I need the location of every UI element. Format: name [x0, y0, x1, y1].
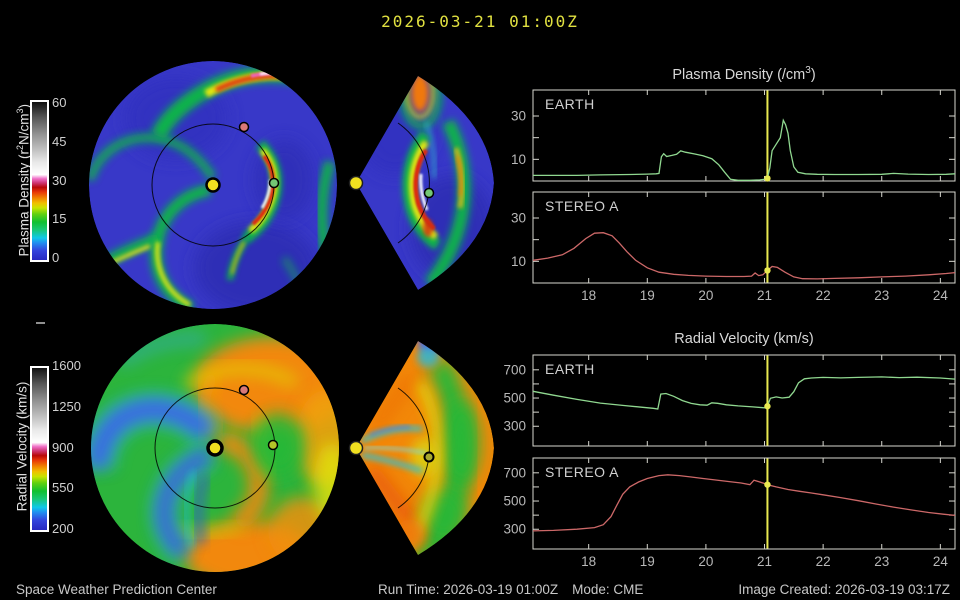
svg-text:300: 300 [503, 522, 526, 537]
svg-text:30: 30 [511, 211, 526, 226]
density-stereo-a-label: STEREO A [545, 198, 620, 214]
svg-text:19: 19 [640, 288, 655, 303]
svg-text:19: 19 [640, 554, 655, 569]
svg-text:30: 30 [511, 109, 526, 124]
earth-marker [423, 187, 435, 199]
svg-text:10: 10 [511, 254, 526, 269]
status-image-created: Image Created: 2026-03-19 03:17Z [738, 582, 950, 597]
svg-text:22: 22 [816, 288, 831, 303]
svg-text:21: 21 [757, 554, 772, 569]
svg-text:700: 700 [503, 465, 526, 480]
status-run-info: Run Time: 2026-03-19 01:00Z Mode: CME [378, 582, 643, 597]
density-colorbar-label: Plasma Density (r2N/cm3) [14, 103, 32, 257]
velocity-chart-title: Radial Velocity (km/s) [674, 331, 814, 347]
one-au-arc [397, 122, 430, 244]
svg-text:21: 21 [757, 288, 772, 303]
earth-marker [267, 439, 279, 451]
velocity-colorbar-label: Radial Velocity (km/s) [14, 381, 30, 512]
density-equatorial-view [89, 61, 337, 309]
velocity-meridional-view [348, 341, 494, 555]
sun-icon [206, 439, 224, 457]
sun-icon [348, 175, 364, 191]
time-series-panels: 10 30 18 19 20 21 22 23 24 10 30 300 500 700 18 19 20 21 2… [503, 89, 956, 569]
svg-text:22: 22 [816, 554, 831, 569]
velocity-earth-label: EARTH [545, 361, 595, 377]
svg-text:700: 700 [503, 362, 526, 377]
one-au-arc [397, 387, 430, 509]
status-bar: Space Weather Prediction Center Run Time… [0, 580, 960, 600]
svg-text:24: 24 [933, 288, 949, 303]
density-meridional-view [348, 76, 494, 290]
sun-icon [205, 177, 221, 193]
earth-marker [268, 177, 280, 189]
status-agency: Space Weather Prediction Center [16, 582, 217, 597]
svg-text:20: 20 [698, 288, 713, 303]
stray-dash [36, 322, 45, 324]
page-title: 2026-03-21 01:00Z [381, 12, 579, 31]
density-earth-label: EARTH [545, 96, 595, 112]
svg-text:23: 23 [874, 288, 889, 303]
stereo-a-marker [238, 384, 250, 396]
svg-text:18: 18 [581, 554, 596, 569]
density-colorbar-ticks: 60 45 30 15 0 [52, 95, 67, 265]
sun-icon [348, 440, 364, 456]
stereo-a-marker [238, 121, 250, 133]
status-mode: Mode: CME [572, 582, 644, 597]
density-colorbar [30, 100, 49, 262]
velocity-stereo-a-label: STEREO A [545, 464, 620, 480]
svg-text:500: 500 [503, 391, 526, 406]
status-run-time: Run Time: 2026-03-19 01:00Z [378, 582, 559, 597]
svg-text:10: 10 [511, 152, 526, 167]
svg-text:23: 23 [874, 554, 889, 569]
svg-text:500: 500 [503, 494, 526, 509]
velocity-equatorial-view [91, 324, 339, 572]
density-chart-title: Plasma Density (/cm3) [672, 65, 816, 83]
velocity-colorbar [30, 366, 49, 532]
svg-text:18: 18 [581, 288, 596, 303]
svg-text:24: 24 [933, 554, 949, 569]
earth-marker [423, 451, 435, 463]
svg-text:300: 300 [503, 419, 526, 434]
svg-text:20: 20 [698, 554, 713, 569]
velocity-colorbar-ticks: 1600 1250 900 550 200 [52, 358, 81, 536]
